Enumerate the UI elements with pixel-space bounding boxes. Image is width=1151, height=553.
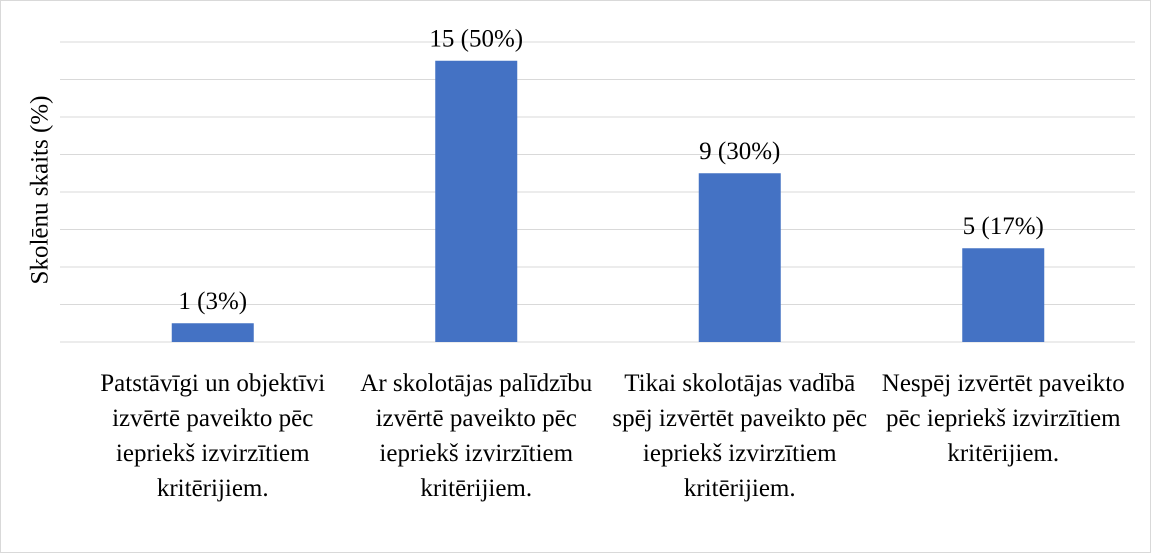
x-tick-label: Tikai skolotājas vadībā spēj izvērtēt pa… xyxy=(612,370,868,502)
data-label: 5 (17%) xyxy=(963,213,1044,240)
x-tick-label: Nespēj izvērtēt paveikto pēc iepriekš iz… xyxy=(881,370,1125,467)
bar xyxy=(171,323,254,342)
x-tick-label: Patstāvīgi un objektīvi izvērtē paveikto… xyxy=(100,370,326,502)
bar xyxy=(698,173,781,342)
x-tick-label: Ar skolotājas palīdzību izvērtē paveikto… xyxy=(360,370,593,502)
data-label: 15 (50%) xyxy=(429,25,523,52)
data-label: 1 (3%) xyxy=(178,288,247,315)
bar xyxy=(962,248,1045,342)
data-label: 9 (30%) xyxy=(699,138,780,165)
bar xyxy=(435,60,518,342)
y-axis-label: Skolēnu skaits (%) xyxy=(27,96,54,285)
